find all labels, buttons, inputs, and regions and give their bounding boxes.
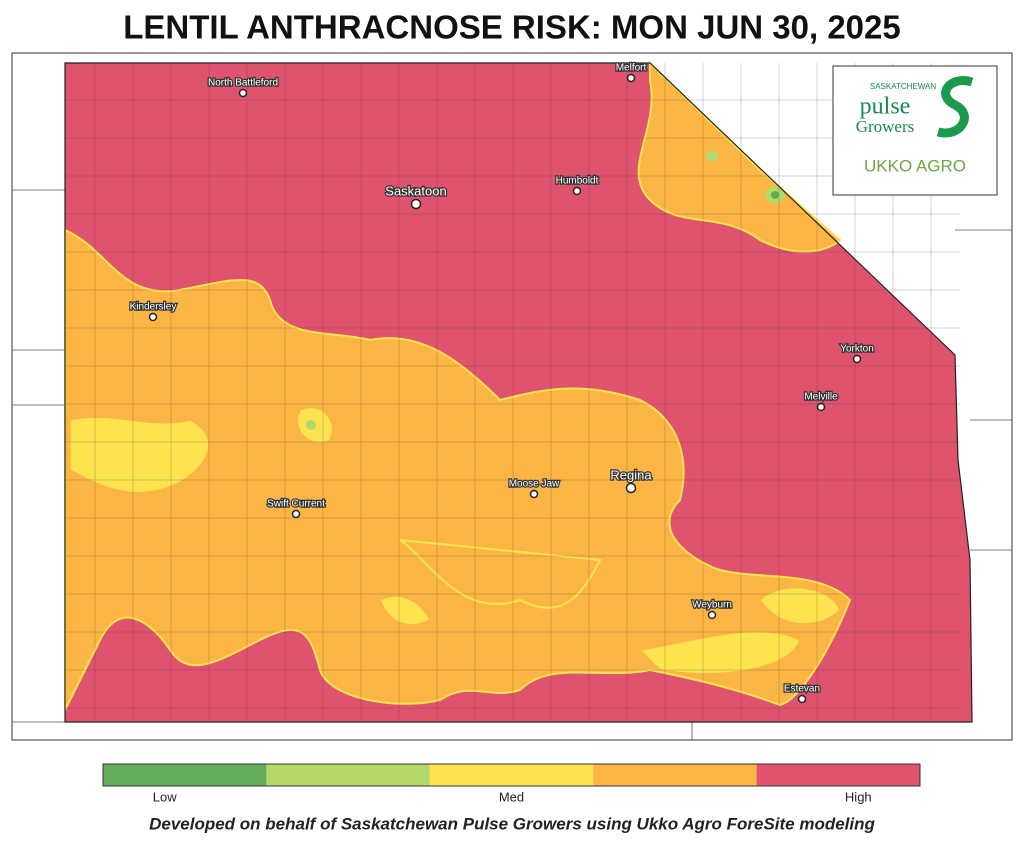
- logo-main: pulse: [860, 94, 911, 120]
- medium-zone: [638, 630, 801, 675]
- medium-zone: [759, 587, 841, 625]
- legend-label: High: [845, 789, 872, 804]
- logo-box: SASKATCHEWAN pulse Growers UKKO AGRO: [832, 65, 998, 196]
- legend-label: Low: [153, 789, 177, 804]
- city-label: Swift Current: [267, 499, 325, 510]
- city-dot: [148, 312, 158, 322]
- legend-swatch: [429, 764, 594, 786]
- city-label: Kindersley: [130, 302, 177, 313]
- city-label: Weyburn: [692, 600, 732, 611]
- city-label: Melville: [804, 392, 838, 403]
- medium-high-zone: [64, 228, 852, 711]
- low-zone: [306, 420, 316, 430]
- logo-sub: Growers: [856, 117, 915, 136]
- city-layer: North Battleford Melfort Saskatoon Humboldt…: [128, 61, 875, 704]
- city-dot: [707, 610, 717, 620]
- city-dot: [816, 402, 826, 412]
- legend-swatch: [266, 764, 430, 786]
- city-dot: [852, 354, 862, 364]
- medium-zone: [379, 595, 432, 626]
- city-label: Melfort: [616, 63, 647, 74]
- logo-frame: [832, 65, 998, 196]
- legend-frame: [102, 763, 921, 787]
- city-label: Humboldt: [556, 176, 599, 187]
- risk-zones: [64, 60, 852, 711]
- medium-high-zone: [637, 60, 842, 253]
- footer: Developed on behalf of Saskatchewan Puls…: [149, 814, 875, 833]
- legend-label: Med: [499, 789, 524, 804]
- logo-s: [936, 76, 974, 138]
- logo-partner: UKKO AGRO: [864, 156, 966, 175]
- very-low-zone: [771, 191, 779, 199]
- city-label: Yorkton: [840, 344, 874, 355]
- title: LENTIL ANTHRACNOSE RISK: MON JUN 30, 202…: [123, 9, 900, 46]
- city-dot: [529, 489, 539, 499]
- logo-top: SASKATCHEWAN: [870, 82, 936, 91]
- legend-swatch: [103, 764, 267, 786]
- city-label: Moose Jaw: [509, 479, 560, 490]
- neighbour-borders: [12, 189, 1012, 740]
- city-dot: [291, 509, 301, 519]
- city-label: North Battleford: [208, 78, 278, 89]
- city-label: Regina: [610, 467, 652, 482]
- rm-grid: [65, 63, 960, 722]
- city-dot: [625, 482, 637, 494]
- medium-high-zone: [399, 539, 602, 609]
- city-dot: [410, 198, 422, 210]
- city-dot: [797, 694, 807, 704]
- city-label: Saskatoon: [385, 183, 446, 198]
- city-label: Estevan: [784, 684, 820, 695]
- legend-swatch: [756, 764, 920, 786]
- province-border: [64, 62, 973, 723]
- legend: Low Med High: [102, 763, 921, 804]
- city-dot: [238, 88, 248, 98]
- legend-swatch: [593, 764, 757, 786]
- city-dot: [572, 186, 582, 196]
- medium-zone: [69, 416, 210, 494]
- low-zone: [705, 151, 719, 161]
- city-dot: [626, 73, 636, 83]
